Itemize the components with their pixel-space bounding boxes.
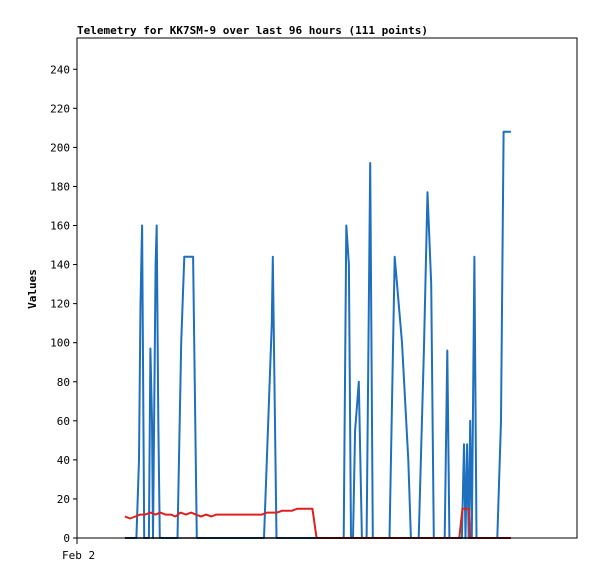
series-line-1	[124, 130, 511, 539]
y-tick-label: 200	[50, 141, 70, 154]
axis-ticks: 0 20 40 60 80 100 120 140 160 180 200 220 240 Feb 2	[50, 63, 95, 562]
y-tick-label: 20	[57, 493, 70, 506]
y-tick-label: 160	[50, 220, 70, 233]
series-line-2	[124, 507, 511, 539]
y-tick-label: 40	[57, 454, 70, 467]
y-axis-label: Values	[26, 269, 39, 309]
y-tick-label: 60	[57, 415, 70, 428]
chart-title: Telemetry for KK7SM-9 over last 96 hours…	[77, 24, 428, 37]
y-tick-label: 0	[63, 532, 70, 545]
y-tick-label: 80	[57, 376, 70, 389]
x-tick-label: Feb 2	[62, 549, 95, 562]
y-tick-label: 140	[50, 259, 70, 272]
y-tick-label: 120	[50, 298, 70, 311]
y-tick-label: 100	[50, 337, 70, 350]
y-tick-label: 240	[50, 63, 70, 76]
y-tick-label: 220	[50, 102, 70, 115]
y-tick-label: 180	[50, 180, 70, 193]
series-layer	[124, 130, 511, 539]
